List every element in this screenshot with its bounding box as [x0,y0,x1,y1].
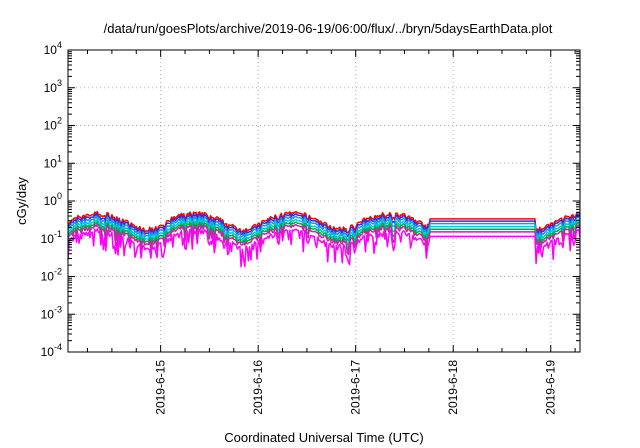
series-line [67,215,581,242]
y-tick-label: 10-4 [41,342,62,359]
chart-title: /data/run/goesPlots/archive/2019-06-19/0… [104,21,553,36]
y-axis-ticks: 10-4 10-3 10-2 10-1 100 101 102 103 104 [41,40,580,359]
y-tick-label: 100 [44,191,62,208]
x-tick-label: 2019-6-16 [251,360,265,415]
x-axis-ticks: 2019-6-15 2019-6-16 2019-6-17 2019-6-18 2019… [87,50,576,415]
series-group [67,210,581,268]
series-line [67,228,581,268]
x-tick-label: 2019-6-19 [544,360,558,415]
y-tick-label: 102 [44,116,62,133]
series-line [67,212,581,237]
series-line [67,223,581,256]
y-axis-label: cGy/day [14,177,29,225]
series-line [67,218,581,246]
y-tick-label: 103 [44,78,62,95]
x-tick-label: 2019-6-17 [349,360,363,415]
series-line [67,221,581,251]
x-axis-label: Coordinated Universal Time (UTC) [224,430,423,445]
y-tick-label: 10-1 [41,229,62,246]
x-tick-label: 2019-6-15 [154,360,168,415]
y-tick-label: 104 [44,40,62,57]
y-tick-label: 10-3 [41,304,62,321]
series-line [67,210,581,234]
grid-lines [68,50,580,352]
x-tick-label: 2019-6-18 [446,360,460,415]
y-tick-label: 101 [44,153,62,170]
y-tick-label: 10-2 [41,267,62,284]
